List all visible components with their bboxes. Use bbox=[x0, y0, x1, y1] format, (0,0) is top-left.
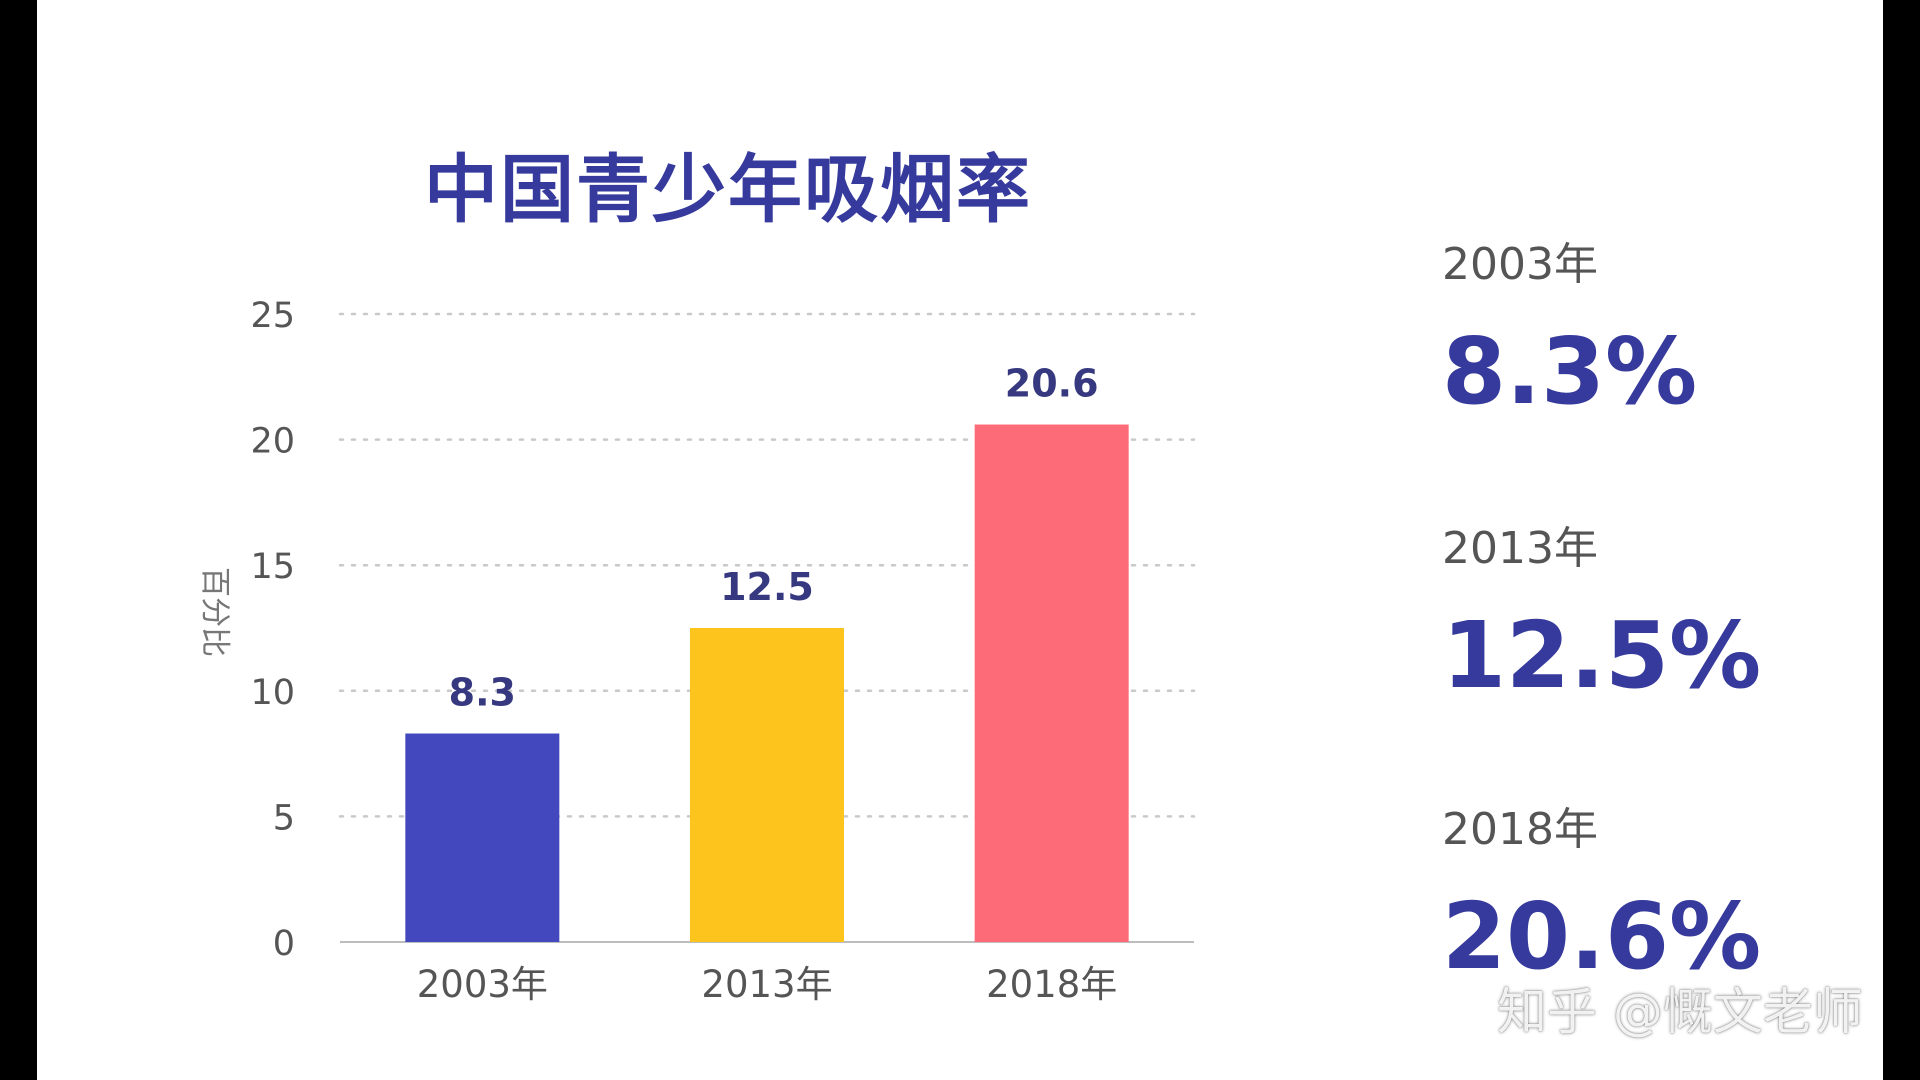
bar bbox=[690, 628, 844, 942]
y-axis-label: 百分比 bbox=[197, 567, 232, 657]
data-label: 8.3 bbox=[449, 671, 516, 715]
chart-card: 0 5 10 15 20 25 百分比 8.3 2003年 12.5 2013年 20.6 2018年 … bbox=[37, 0, 1883, 1080]
y-tick-label: 5 bbox=[273, 798, 295, 838]
summary-year-2013: 2013年 bbox=[1442, 523, 1598, 574]
summary-year-2018: 2018年 bbox=[1442, 804, 1598, 855]
y-tick-label: 15 bbox=[250, 547, 295, 587]
y-tick-label: 0 bbox=[273, 924, 295, 964]
summary-value-2003: 8.3% bbox=[1442, 318, 1698, 425]
data-label: 12.5 bbox=[720, 565, 814, 609]
summary-year-2003: 2003年 bbox=[1442, 239, 1598, 290]
data-label: 20.6 bbox=[1005, 362, 1099, 406]
y-tick-label: 10 bbox=[250, 673, 295, 713]
watermark: 知乎 @慨文老师 bbox=[1497, 983, 1863, 1041]
chart-title: 中国青少年吸烟率 bbox=[424, 147, 1032, 233]
summary-value-2018: 20.6% bbox=[1442, 883, 1762, 990]
x-tick-label: 2003年 bbox=[417, 963, 548, 1006]
bar bbox=[974, 424, 1129, 942]
x-tick-label: 2018年 bbox=[986, 963, 1117, 1006]
x-tick-label: 2013年 bbox=[701, 963, 832, 1006]
y-tick-label: 25 bbox=[250, 296, 295, 336]
y-tick-label: 20 bbox=[250, 422, 295, 462]
bar-chart: 0 5 10 15 20 25 百分比 8.3 2003年 12.5 2013年 20.6 2018年 bbox=[197, 296, 1196, 1006]
bar bbox=[405, 733, 560, 942]
summary-value-2013: 12.5% bbox=[1442, 602, 1762, 709]
